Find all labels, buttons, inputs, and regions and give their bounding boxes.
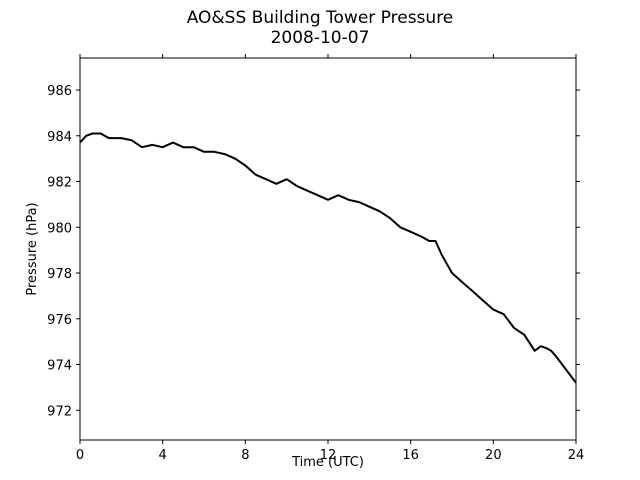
y-axis-label: Pressure (hPa)	[25, 202, 40, 295]
x-tick-label: 16	[402, 448, 419, 463]
y-tick-label: 972	[47, 404, 72, 419]
x-axis-label: Time (UTC)	[291, 455, 364, 470]
x-tick-label: 20	[485, 448, 502, 463]
y-tick-label: 986	[47, 84, 72, 99]
x-tick-label: 8	[241, 448, 249, 463]
chart-title: AO&SS Building Tower Pressure	[186, 8, 454, 28]
y-tick-label: 980	[47, 221, 72, 236]
line-layer	[79, 132, 577, 384]
y-tick-label: 976	[47, 313, 72, 328]
y-tick-label: 984	[47, 130, 72, 145]
x-tick-label: 24	[568, 448, 585, 463]
ticks-layer: 0 4 8 12 16 20 24 972 974 976 978 980 982 984 986	[47, 54, 584, 463]
chart-subtitle: 2008-10-07	[270, 28, 370, 48]
x-tick-label: 4	[159, 448, 167, 463]
y-tick-label: 982	[47, 176, 72, 191]
y-tick-label: 978	[47, 267, 72, 282]
pressure-series-line	[79, 132, 577, 384]
plot-frame	[79, 57, 577, 441]
x-tick-label: 0	[76, 448, 84, 463]
y-tick-label: 974	[47, 359, 72, 374]
x-tick-label: 12	[320, 448, 337, 463]
